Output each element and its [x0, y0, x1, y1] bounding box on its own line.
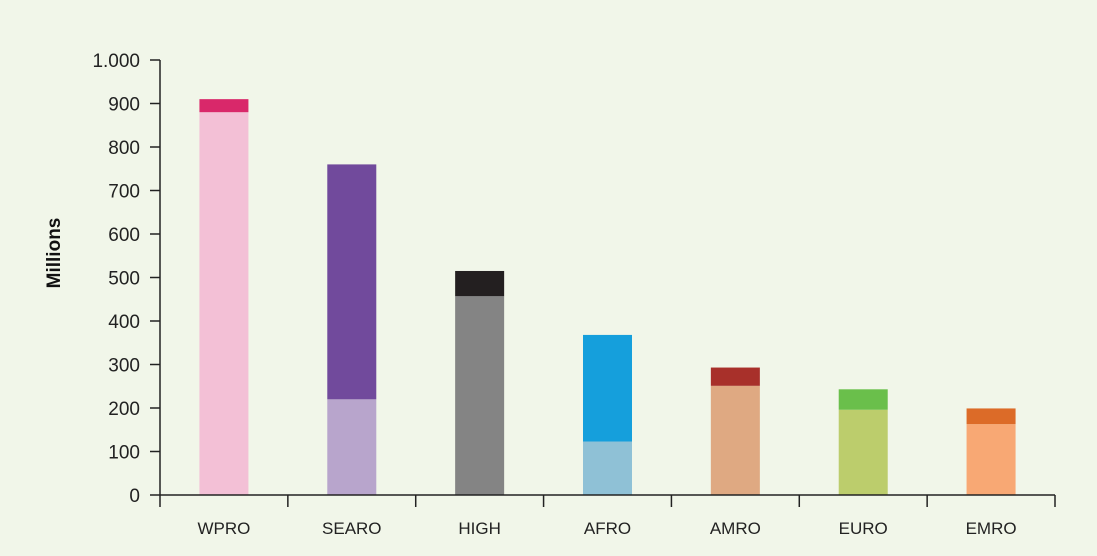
bar-afro-segment-1	[583, 441, 632, 495]
y-tick-label: 800	[108, 138, 140, 159]
bar-emro-segment-1	[967, 424, 1016, 495]
bar-searo-segment-2	[327, 164, 376, 399]
y-tick-label: 500	[108, 269, 140, 290]
bar-wpro-segment-1	[199, 112, 248, 495]
y-tick-label: 700	[108, 182, 140, 203]
bar-high-segment-1	[455, 296, 504, 495]
y-tick-label: 0	[129, 486, 140, 507]
y-tick-label: 100	[108, 443, 140, 464]
y-axis-ticks: 0 100 200 300 400 500 600 700 800 900 1.000	[92, 51, 160, 507]
y-tick-label: 600	[108, 225, 140, 246]
y-tick-label: 1.000	[92, 51, 140, 72]
bar-afro-segment-2	[583, 335, 632, 442]
x-tick-label: HIGH	[458, 519, 501, 538]
x-tick-label: AFRO	[584, 519, 631, 538]
x-axis-ticks: WPRO SEARO HIGH AFRO AMRO EURO EMRO	[160, 495, 1055, 538]
x-tick-label: WPRO	[197, 519, 250, 538]
y-axis-label: Millions	[44, 218, 65, 289]
bar-high-segment-2	[455, 271, 504, 296]
bar-amro-segment-1	[711, 386, 760, 495]
x-tick-label: EURO	[839, 519, 888, 538]
y-tick-label: 400	[108, 312, 140, 333]
bars	[199, 99, 1015, 495]
x-tick-label: AMRO	[710, 519, 761, 538]
y-tick-label: 200	[108, 399, 140, 420]
bar-euro-segment-2	[839, 389, 888, 409]
bar-amro-segment-2	[711, 368, 760, 386]
bar-wpro-segment-2	[199, 99, 248, 112]
bar-euro-segment-1	[839, 410, 888, 495]
x-tick-label: SEARO	[322, 519, 382, 538]
x-tick-label: EMRO	[966, 519, 1017, 538]
y-tick-label: 900	[108, 95, 140, 116]
bar-searo-segment-1	[327, 399, 376, 495]
bar-emro-segment-2	[967, 408, 1016, 424]
y-tick-label: 300	[108, 356, 140, 377]
